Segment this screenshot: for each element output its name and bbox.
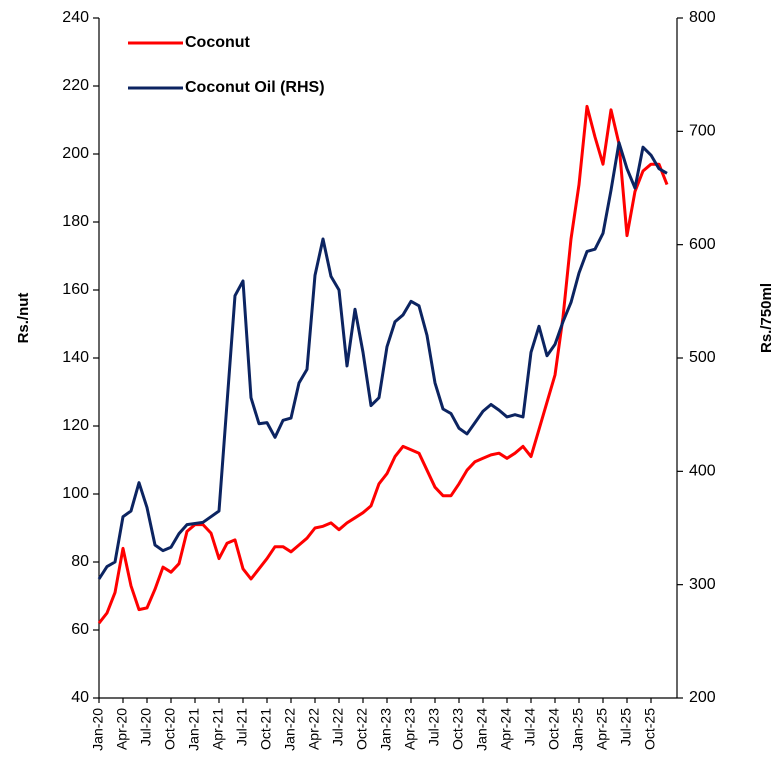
x-tick-label: Oct-22 <box>354 708 370 750</box>
x-tick-label: Jan-25 <box>570 708 586 751</box>
series-line <box>97 141 668 580</box>
y-axis-title: Rs./nut <box>15 293 32 344</box>
x-tick-label: Jan-24 <box>474 708 490 751</box>
y2-tick-label: 700 <box>689 123 716 140</box>
x-tick-label: Jul-25 <box>618 708 634 746</box>
x-tick-label: Apr-23 <box>402 708 418 750</box>
y2-axis-title: Rs./750ml <box>758 283 775 353</box>
x-tick-label: Jul-20 <box>138 708 154 746</box>
y-tick-label: 80 <box>71 553 89 570</box>
x-tick-label: Oct-24 <box>546 708 562 750</box>
y2-tick-label: 800 <box>689 9 716 26</box>
y2-tick-label: 500 <box>689 349 716 366</box>
x-tick-label: Jan-23 <box>378 708 394 751</box>
x-tick-label: Jan-20 <box>90 708 106 751</box>
x-tick-label: Apr-20 <box>114 708 130 750</box>
y2-tick-label: 600 <box>689 236 716 253</box>
x-tick-label: Oct-21 <box>258 708 274 750</box>
y-tick-label: 60 <box>71 621 89 638</box>
x-tick-label: Jan-21 <box>186 708 202 751</box>
x-tick-label: Jul-23 <box>426 708 442 746</box>
y-tick-label: 40 <box>71 689 89 706</box>
y2-tick-label: 300 <box>689 576 716 593</box>
x-tick-label: Apr-25 <box>594 708 610 750</box>
x-tick-label: Jul-21 <box>234 708 250 746</box>
y2-tick-label: 400 <box>689 463 716 480</box>
y-tick-label: 240 <box>62 9 89 26</box>
x-tick-label: Jan-22 <box>282 708 298 751</box>
x-tick-label: Oct-23 <box>450 708 466 750</box>
y2-tick-label: 200 <box>689 689 716 706</box>
y-tick-label: 100 <box>62 485 89 502</box>
y-tick-label: 120 <box>62 417 89 434</box>
y-tick-label: 140 <box>62 349 89 366</box>
x-tick-label: Oct-25 <box>642 708 658 750</box>
x-tick-label: Jul-22 <box>330 708 346 746</box>
x-tick-label: Jul-24 <box>522 708 538 746</box>
y-tick-label: 200 <box>62 145 89 162</box>
series-line <box>97 104 669 625</box>
x-tick-label: Apr-22 <box>306 708 322 750</box>
y-tick-label: 160 <box>62 281 89 298</box>
legend-label: Coconut Oil (RHS) <box>185 79 325 96</box>
x-tick-label: Oct-20 <box>162 708 178 750</box>
legend-label: Coconut <box>185 34 251 51</box>
y-tick-label: 180 <box>62 213 89 230</box>
x-tick-label: Apr-21 <box>210 708 226 750</box>
y-tick-label: 220 <box>62 77 89 94</box>
x-tick-label: Apr-24 <box>498 708 514 750</box>
